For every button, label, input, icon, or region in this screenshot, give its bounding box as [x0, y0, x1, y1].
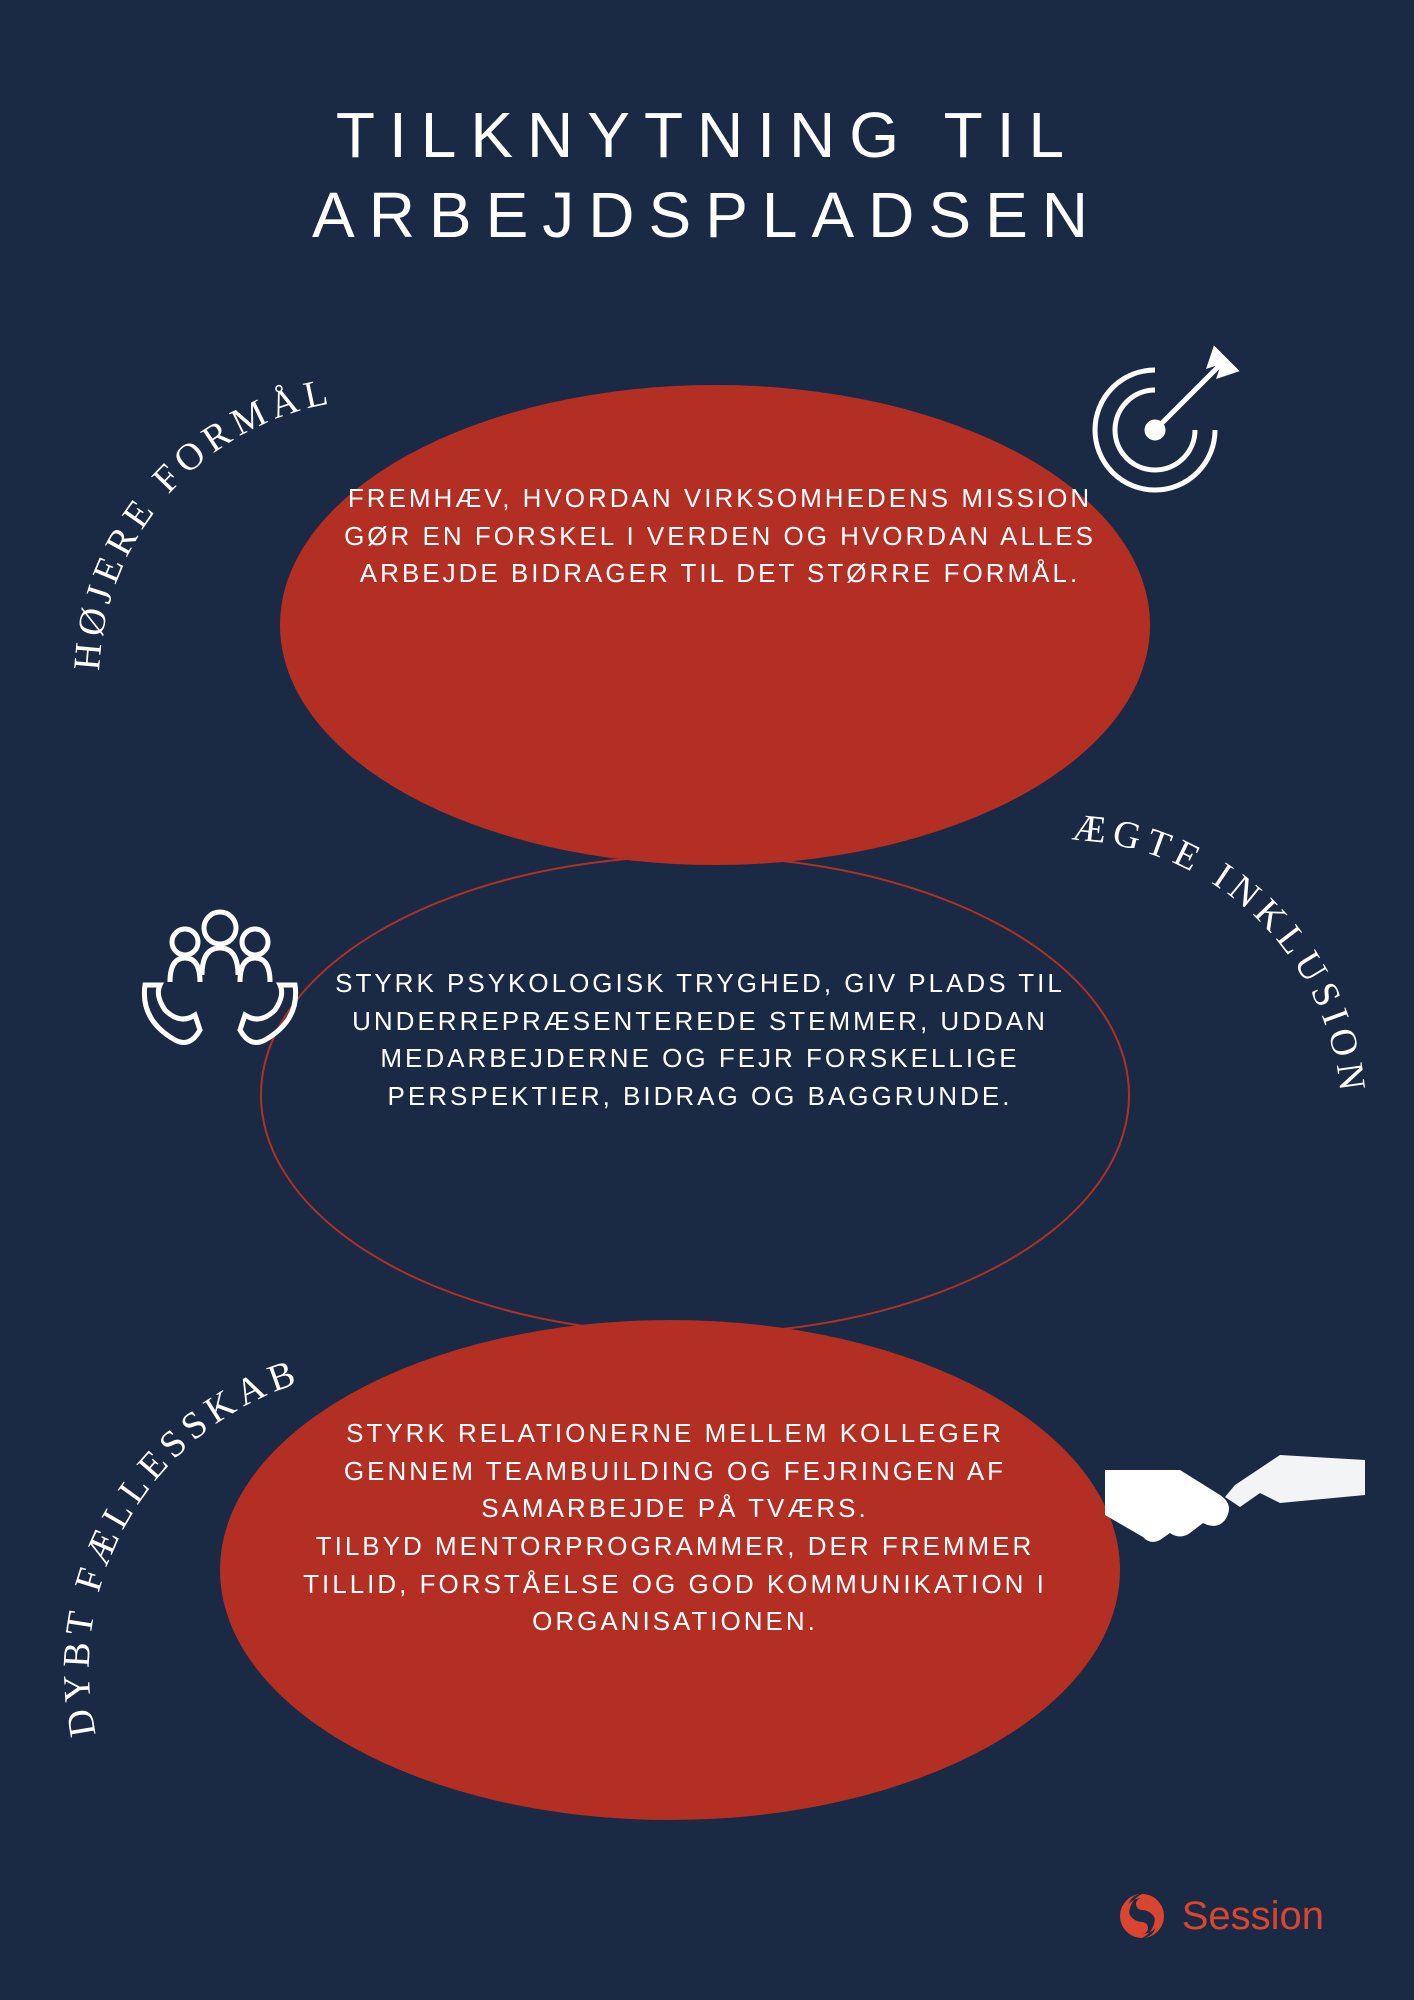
svg-text:HØJERE FORMÅL: HØJERE FORMÅL: [66, 370, 337, 672]
section-2-label: ÆGTE INKLUSION: [1020, 780, 1414, 1280]
target-icon: [1085, 340, 1245, 500]
svg-text:ÆGTE INKLUSION: ÆGTE INKLUSION: [1070, 806, 1374, 1099]
section-3-body: STYRK RELATIONERNE MELLEM KOLLEGER GENNE…: [290, 1415, 1060, 1641]
footer-brand-text: Session: [1182, 1894, 1324, 1939]
section-1-body: FREMHÆV, HVORDAN VIRKSOMHEDENS MISSION G…: [340, 480, 1100, 593]
session-logo-icon: [1116, 1890, 1168, 1942]
people-icon: [130, 900, 310, 1060]
page-title: TILKNYTNING TIL ARBEJDSPLADSEN: [0, 95, 1414, 255]
handshake-icon: [1105, 1425, 1365, 1555]
section-2-body: STYRK PSYKOLOGISK TRYGHED, GIV PLADS TIL…: [330, 965, 1070, 1116]
footer-brand: Session: [1116, 1890, 1324, 1942]
svg-text:DYBT FÆLLESSKAB: DYBT FÆLLESSKAB: [56, 1350, 306, 1739]
